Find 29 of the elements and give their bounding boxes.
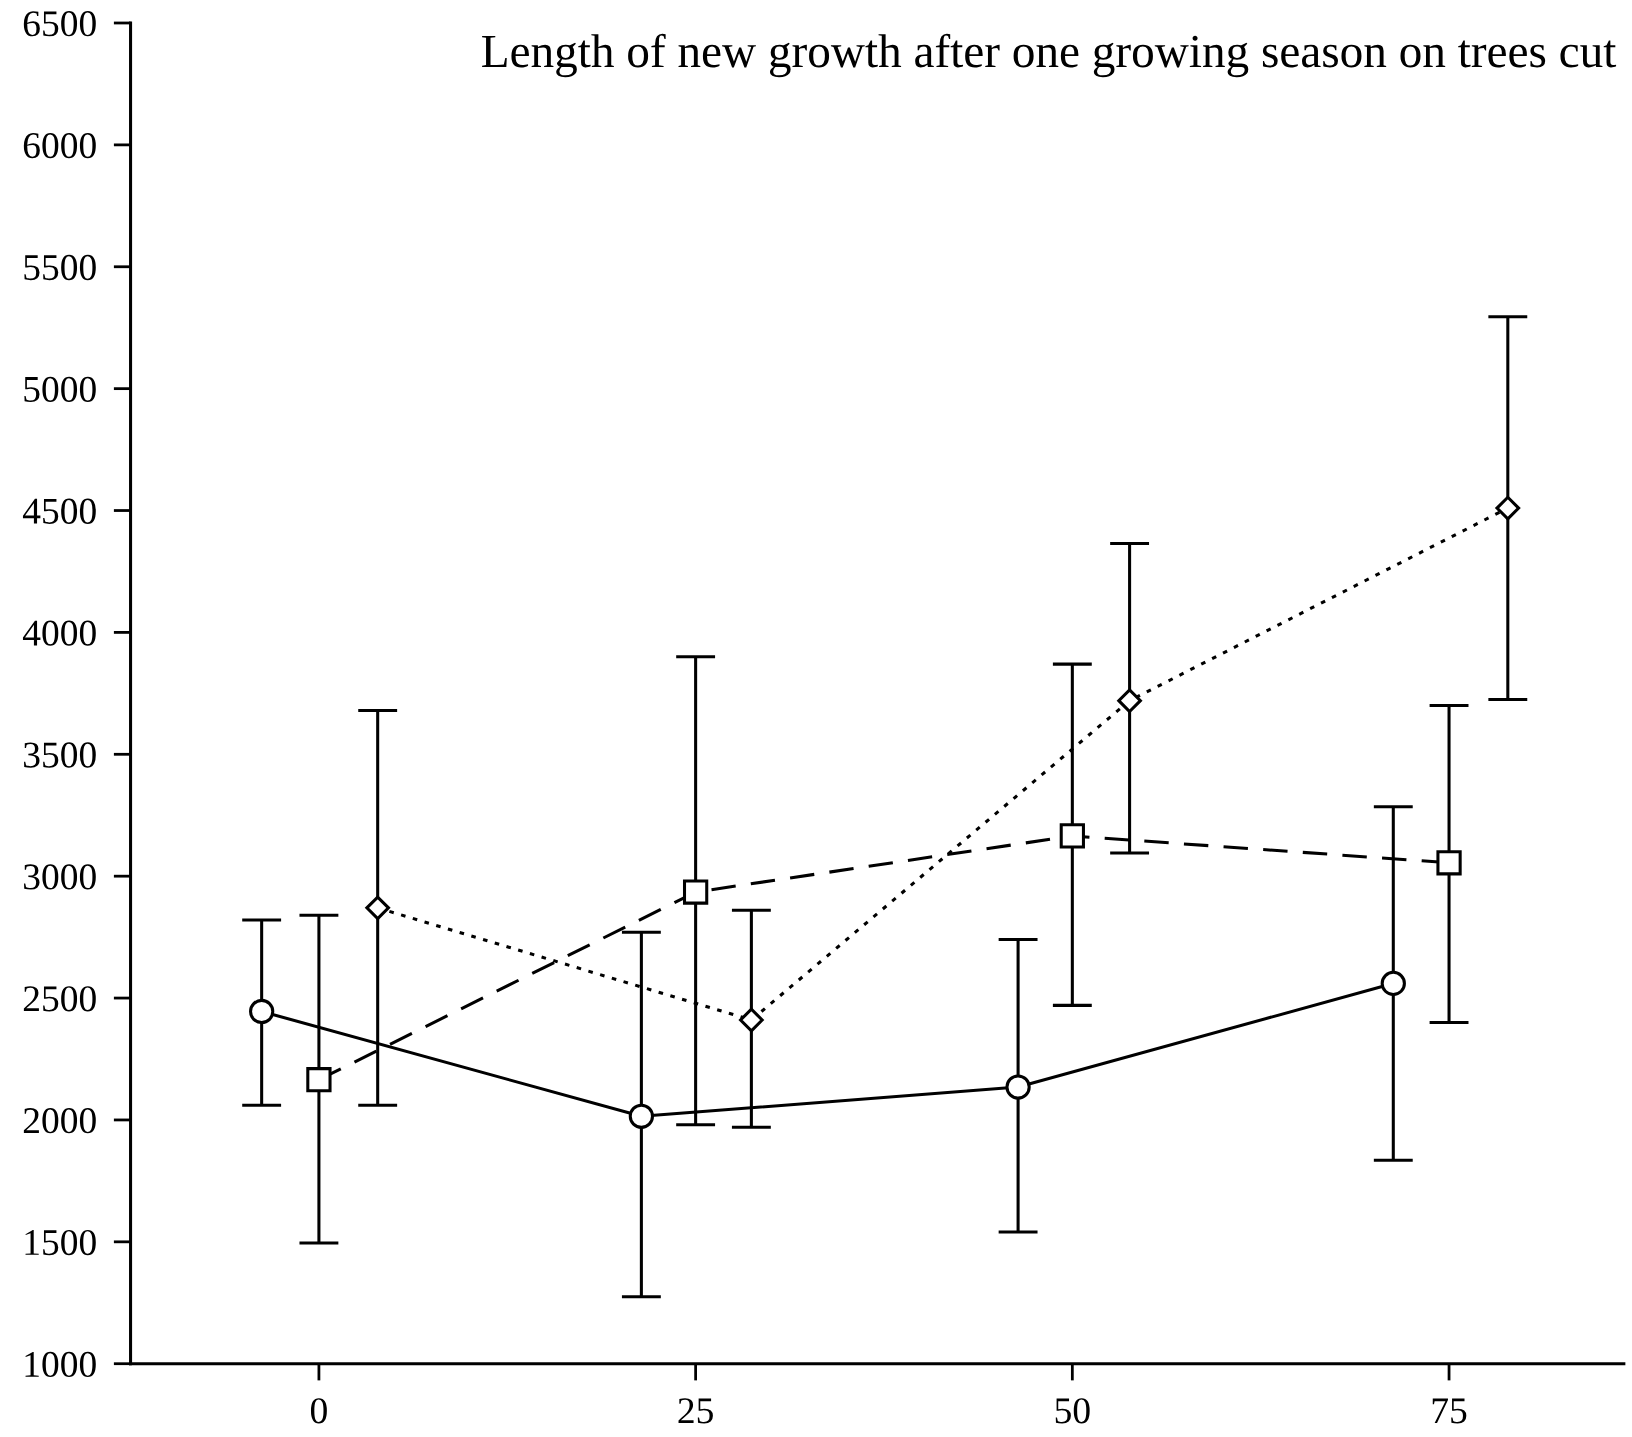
y-tick-label: 4000	[22, 620, 96, 646]
point	[739, 1007, 764, 1033]
y-tick-label: 5000	[24, 376, 96, 403]
chart-title: Length of new growth after one growing season on trees cut	[482, 33, 1617, 78]
x-tick-label: 25	[678, 1398, 713, 1424]
point	[306, 1067, 332, 1093]
point	[249, 998, 275, 1025]
x-tick-label: 0	[310, 1398, 327, 1424]
y-tick-label: 2500	[23, 986, 96, 1012]
y-tick-label: 6500	[23, 11, 96, 37]
point	[1380, 970, 1406, 997]
y-tick-label: 5500	[24, 254, 96, 281]
y-tick-label: 1000	[25, 1351, 96, 1378]
point	[682, 879, 709, 905]
y-tick-label: 1500	[25, 1229, 96, 1256]
point	[1495, 495, 1521, 521]
x-tick-label: 50	[1055, 1398, 1090, 1424]
point	[1117, 688, 1142, 713]
point	[1059, 823, 1085, 849]
y-tick-label: 3500	[24, 742, 96, 768]
y-tick-label: 2000	[23, 1108, 96, 1134]
point	[1436, 850, 1462, 876]
point	[1005, 1074, 1031, 1100]
y-tick-label: 6000	[23, 132, 96, 159]
y-tick-label: 3000	[24, 864, 96, 890]
point	[365, 895, 391, 921]
y-tick-label: 4500	[22, 498, 96, 524]
point	[628, 1103, 655, 1129]
x-tick-label: 75	[1432, 1398, 1467, 1424]
